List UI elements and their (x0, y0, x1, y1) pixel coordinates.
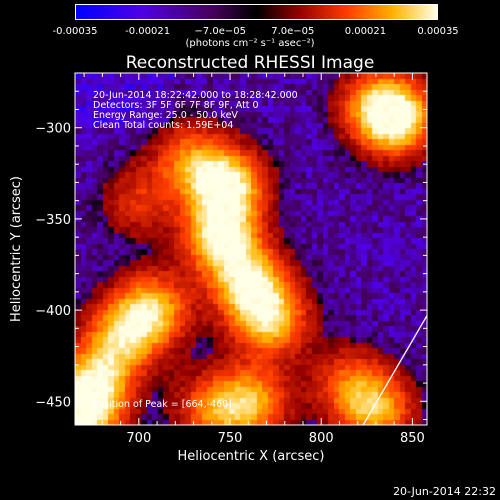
chart-title: Reconstructed RHESSI Image (125, 53, 375, 73)
y-tick-label: −450 (35, 395, 71, 410)
annotations: 20-Jun-2014 18:22:42.000 to 18:28:42.000… (93, 90, 298, 410)
x-tick-label: 850 (400, 431, 425, 446)
limb-line (362, 315, 428, 426)
axes: 700 750 800 850 −300 −350 −400 −450 (35, 72, 427, 446)
y-tick-label: −400 (35, 304, 71, 319)
colorbar-tick-label: -0.00035 (52, 26, 98, 37)
colorbar-tick-label: 7.0e−05 (271, 26, 315, 37)
colorbar-unit-label: (photons cm⁻² s⁻¹ asec⁻²) (185, 38, 315, 49)
y-tick-label: −300 (35, 122, 71, 137)
colorbar-tick-label: -0.00021 (125, 26, 171, 37)
annotation-line: Detectors: 3F 5F 6F 7F 8F 9F, Att 0 (93, 100, 259, 111)
colorbar-tick-label: −7.0e−05 (194, 26, 246, 37)
colorbar (75, 4, 438, 20)
colorbar-tick-label: 0.00021 (344, 26, 387, 37)
annotation-line: Energy Range: 25.0 - 50.0 keV (93, 110, 238, 121)
x-axis-label: Heliocentric X (arcsec) (178, 449, 325, 464)
colorbar-tick-label: 0.00035 (417, 26, 459, 37)
plot-frame (74, 72, 428, 426)
heatmap-image (75, 73, 427, 425)
x-tick-label: 700 (126, 431, 151, 446)
annotation-line: 20-Jun-2014 18:22:42.000 to 18:28:42.000 (93, 90, 298, 101)
peak-position-label: Position of Peak = [664,-460] (93, 399, 232, 410)
y-tick-label: −350 (35, 213, 71, 228)
y-axis-label: Heliocentric Y (arcsec) (9, 176, 24, 322)
x-tick-label: 750 (218, 431, 243, 446)
footer-timestamp: 20-Jun-2014 22:32 (393, 485, 496, 498)
x-tick-label: 800 (309, 431, 334, 446)
annotation-line: Clean Total counts: 1.59E+04 (93, 120, 233, 131)
